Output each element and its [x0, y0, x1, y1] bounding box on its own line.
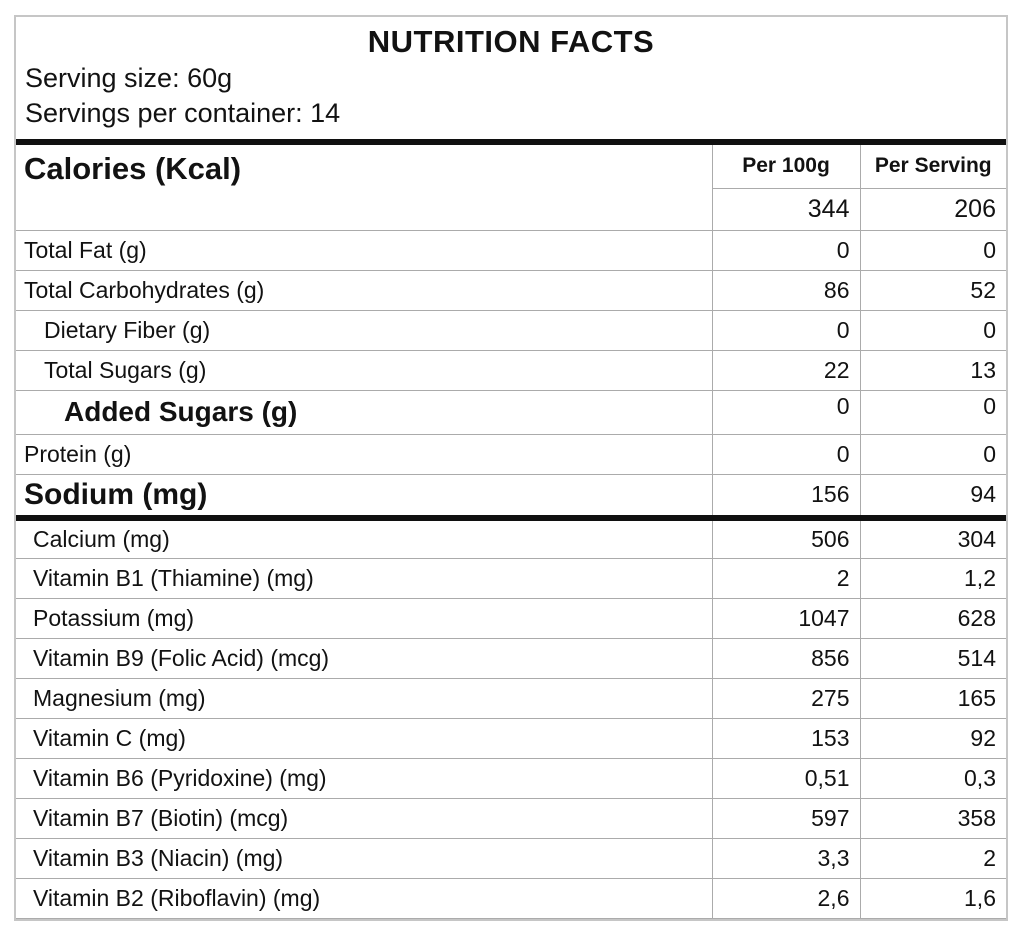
col-header-per-100g: Per 100g: [711, 145, 860, 189]
per-serving-value: 0: [859, 434, 1006, 475]
per-serving-value: 0: [859, 310, 1006, 351]
nutrient-label: Vitamin B2 (Riboflavin) (mg): [16, 878, 712, 919]
per-100g-value: 0: [711, 230, 860, 271]
per-serving-value: 304: [859, 518, 1006, 559]
per-100g-value: 0,51: [711, 758, 860, 799]
table-row: Vitamin B6 (Pyridoxine) (mg) 0,51 0,3: [16, 758, 1006, 799]
per-100g-value: 506: [711, 518, 860, 559]
per-serving-value: 514: [859, 638, 1006, 679]
per-100g-value: 597: [711, 798, 860, 839]
per-serving-value: 0: [859, 390, 1006, 435]
nutrient-label: Calcium (mg): [16, 518, 712, 559]
col-header-per-serving: Per Serving: [859, 145, 1006, 189]
calories-values-row: 344 206: [16, 188, 1006, 231]
per-serving-value: 2: [859, 838, 1006, 879]
per-100g-value: 86: [711, 270, 860, 311]
table-row: Total Carbohydrates (g) 86 52: [16, 270, 1006, 311]
nutrient-label: Vitamin B7 (Biotin) (mcg): [16, 798, 712, 839]
label-header: NUTRITION FACTS Serving size: 60g Servin…: [16, 17, 1006, 145]
table-row: Vitamin B9 (Folic Acid) (mcg) 856 514: [16, 638, 1006, 679]
table-row: Sodium (mg) 156 94: [16, 474, 1006, 521]
per-serving-value: 92: [859, 718, 1006, 759]
per-100g-value: 2: [711, 558, 860, 599]
nutrient-label: Potassium (mg): [16, 598, 712, 639]
per-100g-value: 0: [711, 310, 860, 351]
nutrient-label: Total Carbohydrates (g): [16, 270, 712, 311]
per-100g-value: 156: [711, 474, 860, 521]
table-row: Total Sugars (g) 22 13: [16, 350, 1006, 391]
table-row: Dietary Fiber (g) 0 0: [16, 310, 1006, 351]
calories-per-serving-value: 206: [859, 188, 1006, 231]
per-serving-value: 0: [859, 230, 1006, 271]
calories-label: Calories (Kcal): [16, 145, 712, 231]
table-row: Protein (g) 0 0: [16, 434, 1006, 475]
table-row: Vitamin B7 (Biotin) (mcg) 597 358: [16, 798, 1006, 839]
table-row: Vitamin C (mg) 153 92: [16, 718, 1006, 759]
table-row: Potassium (mg) 1047 628: [16, 598, 1006, 639]
per-100g-value: 22: [711, 350, 860, 391]
calories-header-row: Calories (Kcal) Per 100g Per Serving: [16, 145, 1006, 231]
per-serving-value: 1,6: [859, 878, 1006, 919]
nutrient-label: Protein (g): [16, 434, 712, 475]
per-serving-value: 628: [859, 598, 1006, 639]
page-title: NUTRITION FACTS: [367, 24, 655, 59]
servings-per-container: Servings per container: 14: [25, 98, 341, 128]
nutrient-label: Added Sugars (g): [16, 390, 712, 435]
per-100g-value: 275: [711, 678, 860, 719]
nutrient-label: Vitamin B3 (Niacin) (mg): [16, 838, 712, 879]
nutrient-label: Vitamin C (mg): [16, 718, 712, 759]
per-100g-value: 153: [711, 718, 860, 759]
nutrient-label: Total Sugars (g): [16, 350, 712, 391]
nutrient-label: Vitamin B1 (Thiamine) (mg): [16, 558, 712, 599]
per-serving-value: 1,2: [859, 558, 1006, 599]
per-serving-value: 0,3: [859, 758, 1006, 799]
nutrition-label: NUTRITION FACTS Serving size: 60g Servin…: [14, 15, 1008, 921]
table-row: Added Sugars (g) 0 0: [16, 390, 1006, 435]
nutrient-label: Magnesium (mg): [16, 678, 712, 719]
table-row: Vitamin B1 (Thiamine) (mg) 2 1,2: [16, 558, 1006, 599]
calories-per-100g-value: 344: [711, 188, 860, 231]
per-serving-value: 94: [859, 474, 1006, 521]
table-row: Total Fat (g) 0 0: [16, 230, 1006, 271]
table-row: Vitamin B2 (Riboflavin) (mg) 2,6 1,6: [16, 878, 1006, 919]
serving-size: Serving size: 60g: [25, 63, 233, 93]
table-row: Calcium (mg) 506 304: [16, 518, 1006, 559]
per-serving-value: 52: [859, 270, 1006, 311]
nutrient-label: Total Fat (g): [16, 230, 712, 271]
per-100g-value: 856: [711, 638, 860, 679]
per-100g-value: 1047: [711, 598, 860, 639]
per-serving-value: 358: [859, 798, 1006, 839]
per-100g-value: 2,6: [711, 878, 860, 919]
per-100g-value: 0: [711, 434, 860, 475]
per-100g-value: 0: [711, 390, 860, 435]
nutrient-label: Dietary Fiber (g): [16, 310, 712, 351]
table-row: Vitamin B3 (Niacin) (mg) 3,3 2: [16, 838, 1006, 879]
nutrient-label: Sodium (mg): [16, 474, 712, 521]
per-100g-value: 3,3: [711, 838, 860, 879]
table-row: Magnesium (mg) 275 165: [16, 678, 1006, 719]
per-serving-value: 165: [859, 678, 1006, 719]
nutrient-label: Vitamin B9 (Folic Acid) (mcg): [16, 638, 712, 679]
nutrient-label: Vitamin B6 (Pyridoxine) (mg): [16, 758, 712, 799]
per-serving-value: 13: [859, 350, 1006, 391]
nutrition-table: Calories (Kcal) Per 100g Per Serving 344…: [16, 145, 1006, 919]
